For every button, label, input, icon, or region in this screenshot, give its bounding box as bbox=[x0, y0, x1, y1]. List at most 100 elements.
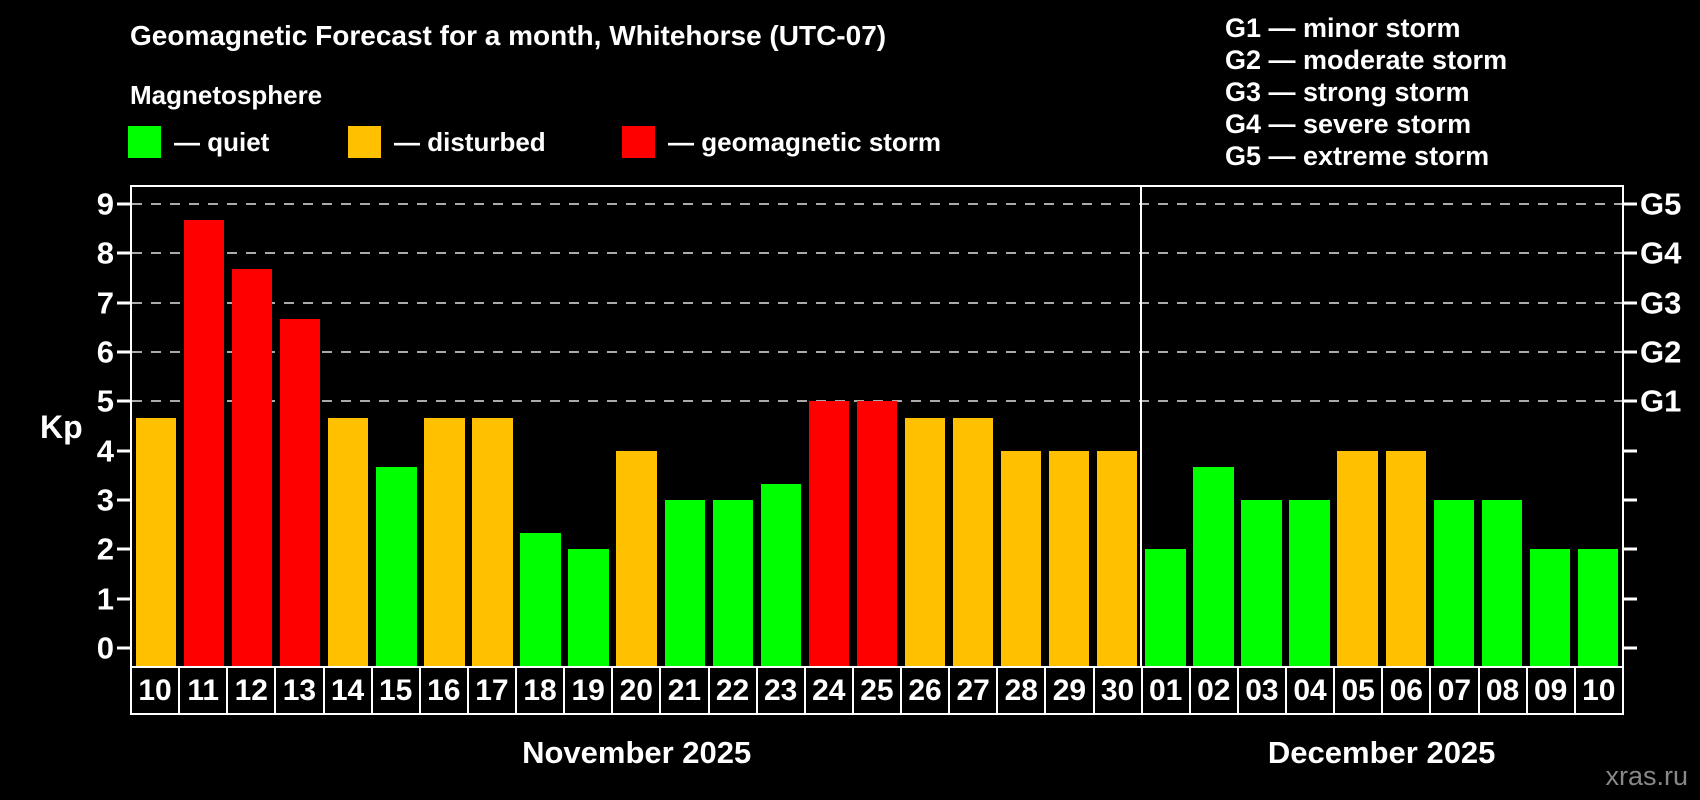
storm-scale-g4: G4 — severe storm bbox=[1225, 109, 1472, 139]
y-tick-label-2: 2 bbox=[96, 531, 114, 567]
date-cell-nov-20: 20 bbox=[613, 668, 662, 713]
legend-quiet-label: — quiet bbox=[174, 126, 270, 157]
y-tick-tick-left-9 bbox=[117, 202, 130, 206]
y-tick-tick-left-2 bbox=[117, 547, 130, 551]
date-cell-nov-10: 10 bbox=[132, 668, 181, 713]
y-tick-tick-left-0 bbox=[117, 646, 130, 650]
y-tick-label-8: 8 bbox=[96, 235, 114, 271]
right-axis-label-g1: G1 bbox=[1640, 383, 1682, 419]
kp-bar-day-09 bbox=[1529, 549, 1571, 666]
storm-scale-g2: G2 — moderate storm bbox=[1225, 45, 1508, 75]
kp-bar-day-26 bbox=[904, 417, 946, 666]
storm-scale-g5: G5 — extreme storm bbox=[1225, 141, 1490, 171]
kp-bar-day-12 bbox=[231, 269, 273, 666]
y-tick-tick-right-6 bbox=[1624, 350, 1637, 354]
date-cell-dec-03: 03 bbox=[1239, 668, 1287, 713]
y-tick-tick-right-4 bbox=[1624, 449, 1637, 453]
y-tick-tick-right-3 bbox=[1624, 498, 1637, 502]
y-tick-tick-right-7 bbox=[1624, 301, 1637, 305]
y-tick-label-1: 1 bbox=[96, 581, 114, 617]
gridline-g5 bbox=[132, 202, 1622, 205]
date-cell-dec-08: 08 bbox=[1480, 668, 1528, 713]
y-tick-label-6: 6 bbox=[96, 334, 114, 370]
date-cell-dec-06: 06 bbox=[1383, 668, 1432, 713]
date-cell-nov-26: 26 bbox=[902, 668, 951, 713]
kp-bar-day-23 bbox=[760, 483, 802, 666]
y-tick-tick-left-3 bbox=[117, 498, 130, 502]
kp-bar-day-30 bbox=[1097, 450, 1138, 666]
y-tick-tick-right-5 bbox=[1624, 399, 1637, 403]
storm-color-swatch-icon bbox=[622, 126, 655, 158]
month-label-december: December 2025 bbox=[1267, 735, 1496, 770]
gridline-g4 bbox=[132, 252, 1622, 255]
watermark: xras.ru bbox=[1605, 761, 1688, 791]
kp-bar-day-16 bbox=[424, 417, 465, 666]
date-cell-nov-27: 27 bbox=[950, 668, 999, 713]
y-axis-title: Kp bbox=[40, 409, 83, 445]
kp-bar-day-11 bbox=[183, 220, 225, 666]
legend-item-storm: — geomagnetic storm bbox=[622, 125, 941, 159]
date-cell-nov-25: 25 bbox=[854, 668, 902, 713]
kp-bar-day-21 bbox=[664, 500, 705, 666]
month-divider-line bbox=[1140, 187, 1143, 666]
kp-bar-day-01 bbox=[1145, 549, 1186, 666]
kp-bar-day-24 bbox=[808, 401, 850, 666]
date-cell-nov-11: 11 bbox=[180, 668, 229, 713]
date-cell-nov-24: 24 bbox=[806, 668, 854, 713]
date-cell-nov-30: 30 bbox=[1095, 668, 1143, 713]
gridline-g1 bbox=[132, 400, 1622, 403]
kp-bar-day-18 bbox=[520, 533, 561, 666]
kp-bar-day-03 bbox=[1241, 500, 1282, 666]
legend-item-quiet: — quiet bbox=[128, 125, 269, 159]
kp-bar-day-05 bbox=[1337, 450, 1378, 666]
gridline-g2 bbox=[132, 350, 1622, 353]
date-cell-nov-17: 17 bbox=[469, 668, 517, 713]
y-tick-tick-right-9 bbox=[1624, 202, 1637, 206]
y-tick-label-7: 7 bbox=[96, 285, 114, 321]
kp-bar-day-17 bbox=[472, 417, 513, 666]
right-axis-label-g4: G4 bbox=[1640, 235, 1682, 271]
legend-storm-label: — geomagnetic storm bbox=[668, 126, 942, 157]
date-cell-dec-09: 09 bbox=[1528, 668, 1576, 713]
kp-bar-day-25 bbox=[856, 401, 898, 666]
legend-item-disturbed: — disturbed bbox=[348, 125, 546, 159]
date-cell-nov-21: 21 bbox=[661, 668, 710, 713]
y-tick-tick-left-5 bbox=[117, 399, 130, 403]
y-tick-label-9: 9 bbox=[96, 186, 114, 222]
date-cell-nov-19: 19 bbox=[565, 668, 614, 713]
y-tick-tick-right-1 bbox=[1624, 597, 1637, 601]
kp-bar-day-22 bbox=[712, 500, 753, 666]
storm-scale-g3: G3 — strong storm bbox=[1225, 77, 1470, 107]
kp-bar-day-10 bbox=[1577, 549, 1619, 666]
kp-bar-day-07 bbox=[1433, 500, 1474, 666]
date-cell-dec-01: 01 bbox=[1143, 668, 1191, 713]
date-cell-nov-28: 28 bbox=[998, 668, 1047, 713]
legend-disturbed-label: — disturbed bbox=[394, 126, 546, 157]
y-tick-label-3: 3 bbox=[96, 482, 114, 518]
date-cell-nov-14: 14 bbox=[325, 668, 373, 713]
month-label-november: November 2025 bbox=[522, 735, 752, 770]
date-axis: 10 11 12 13 14 15 16 17 18 19 20 21 22 23 24 25 26 27 28 29… bbox=[130, 668, 1624, 715]
date-cell-dec-07: 07 bbox=[1431, 668, 1480, 713]
y-tick-tick-right-8 bbox=[1624, 251, 1637, 255]
y-tick-label-4: 4 bbox=[96, 433, 114, 469]
chart-subtitle: Magnetosphere bbox=[130, 80, 323, 110]
y-tick-tick-left-1 bbox=[117, 597, 130, 601]
kp-bar-day-19 bbox=[568, 549, 609, 666]
y-tick-tick-left-4 bbox=[117, 449, 130, 453]
kp-bar-day-02 bbox=[1193, 467, 1234, 666]
kp-bar-day-06 bbox=[1385, 450, 1426, 666]
date-cell-dec-05: 05 bbox=[1335, 668, 1384, 713]
date-cell-dec-02: 02 bbox=[1191, 668, 1239, 713]
date-cell-nov-15: 15 bbox=[373, 668, 421, 713]
y-tick-tick-left-6 bbox=[117, 350, 130, 354]
date-cell-nov-22: 22 bbox=[710, 668, 758, 713]
date-cell-dec-10: 10 bbox=[1576, 668, 1624, 713]
kp-bar-day-08 bbox=[1481, 500, 1522, 666]
kp-bar-day-04 bbox=[1289, 500, 1330, 666]
kp-bar-day-29 bbox=[1049, 450, 1090, 666]
date-cell-nov-23: 23 bbox=[758, 668, 806, 713]
date-cell-nov-12: 12 bbox=[228, 668, 277, 713]
date-cell-dec-04: 04 bbox=[1287, 668, 1336, 713]
